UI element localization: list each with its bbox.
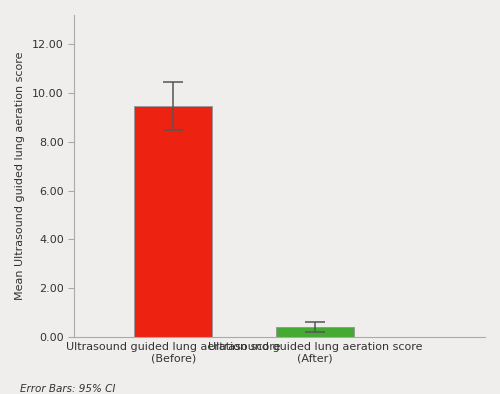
Bar [276,327,354,337]
Text: Error Bars: 95% CI: Error Bars: 95% CI [20,384,116,394]
Bar [134,106,212,337]
Y-axis label: Mean Ultrasound guided lung aeration score: Mean Ultrasound guided lung aeration sco… [15,52,25,300]
